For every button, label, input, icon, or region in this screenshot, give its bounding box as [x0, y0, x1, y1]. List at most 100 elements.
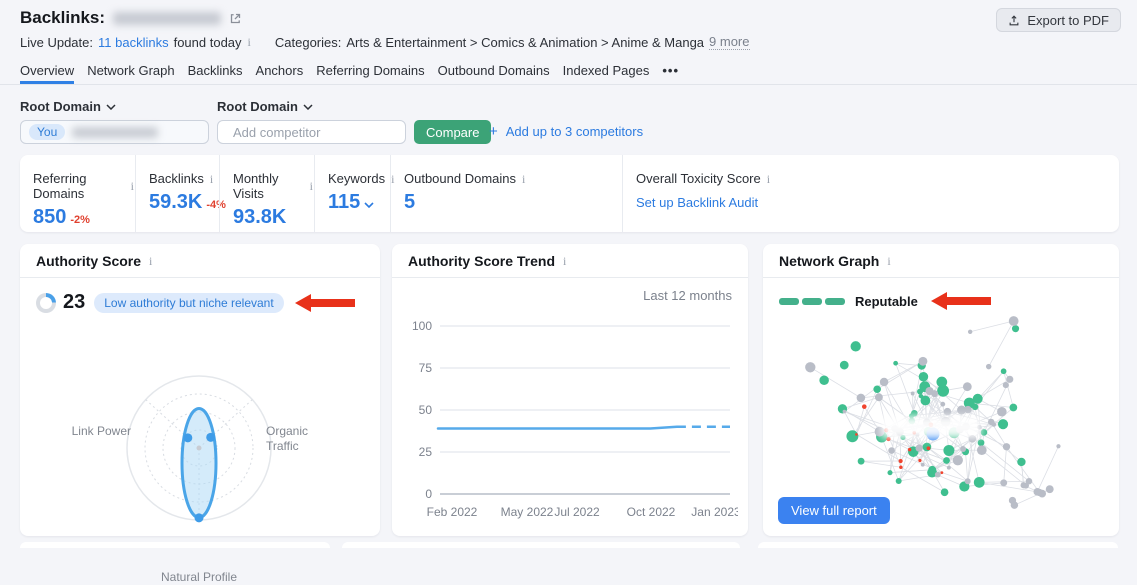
- radar-axis-natural-profile: Natural Profile: [119, 570, 279, 585]
- tab-outbound-domains[interactable]: Outbound Domains: [438, 63, 550, 84]
- root-domain-dropdown-you[interactable]: Root Domain: [20, 99, 116, 114]
- x-tick: Oct 2022: [627, 505, 676, 519]
- reputation-label: Reputable: [855, 294, 918, 309]
- metric-value: 5: [404, 191, 415, 214]
- plus-icon: +: [489, 124, 498, 139]
- authority-score-card: Authority Score i 23 Low authority but n…: [20, 244, 380, 536]
- categories-label: Categories:: [275, 35, 341, 50]
- add-competitors-link[interactable]: + Add up to 3 competitors: [489, 124, 643, 139]
- info-icon[interactable]: i: [521, 173, 526, 185]
- y-tick: 75: [419, 361, 433, 375]
- trend-range-label: Last 12 months: [643, 288, 732, 303]
- card-title: Authority Score Trend: [408, 253, 555, 269]
- live-update-row: Live Update: 11 backlinks found today i …: [20, 34, 750, 50]
- tab-indexed-pages[interactable]: Indexed Pages: [563, 63, 650, 84]
- add-competitor-input[interactable]: [217, 120, 406, 144]
- metric-label: Overall Toxicity Score: [636, 171, 761, 186]
- authority-score-trend-card: Authority Score Trend i Last 12 months 1…: [392, 244, 748, 536]
- x-tick: May 2022: [501, 505, 554, 519]
- categories-row: Categories: Arts & Entertainment > Comic…: [275, 34, 750, 50]
- info-icon[interactable]: i: [766, 173, 771, 185]
- next-row-card-peek: [758, 542, 1118, 548]
- metric-label: Outbound Domains: [404, 171, 516, 186]
- categories-more-link[interactable]: 9 more: [709, 34, 749, 50]
- tab-referring-domains[interactable]: Referring Domains: [316, 63, 424, 84]
- network-graph-card: Network Graph i Reputable View full repo…: [763, 244, 1119, 536]
- radar-axis-link-power: Link Power: [60, 424, 131, 439]
- root-domain-label: Root Domain: [20, 99, 101, 114]
- competitor-text-field[interactable]: [233, 125, 409, 140]
- live-update-label: Live Update:: [20, 35, 93, 50]
- card-title: Authority Score: [36, 253, 141, 269]
- live-update-info-icon[interactable]: i: [247, 36, 252, 48]
- y-tick: 25: [419, 445, 433, 459]
- metric-label: Monthly Visits: [233, 171, 304, 201]
- card-title: Network Graph: [779, 253, 879, 269]
- annotation-arrow-left-icon: [295, 294, 355, 312]
- radar-chart-svg: [36, 366, 364, 546]
- metric-value: 59.3K: [149, 191, 202, 214]
- view-full-report-button[interactable]: View full report: [778, 497, 890, 524]
- metrics-summary-bar: Referring Domains i 850 -2% Backlinks i 59.…: [20, 155, 1119, 232]
- info-icon[interactable]: i: [886, 255, 891, 267]
- x-tick: Feb 2022: [427, 505, 478, 519]
- page-title: Backlinks:: [20, 8, 105, 28]
- y-tick: 100: [412, 319, 432, 333]
- info-icon[interactable]: i: [562, 255, 567, 267]
- backlinks-found-link[interactable]: 11 backlinks: [98, 35, 169, 50]
- trend-line-solid: [438, 427, 677, 429]
- trend-line-chart: 100 75 50 25 0 Feb 2022 May 2022 Jul 202…: [408, 312, 738, 524]
- y-tick: 50: [419, 403, 433, 417]
- metric-label: Referring Domains: [33, 171, 125, 201]
- authority-score-value: 23: [63, 291, 85, 314]
- metric-label: Keywords: [328, 171, 385, 186]
- export-icon: [1008, 14, 1020, 27]
- export-to-pdf-button[interactable]: Export to PDF: [996, 8, 1121, 32]
- export-button-label: Export to PDF: [1027, 13, 1109, 28]
- you-domain-input[interactable]: You: [20, 120, 209, 144]
- report-tabs: Overview Network Graph Backlinks Anchors…: [0, 63, 1137, 85]
- tab-overview[interactable]: Overview: [20, 63, 74, 84]
- y-tick: 0: [425, 487, 432, 501]
- metric-value: 93.8K: [233, 206, 286, 229]
- setup-backlink-audit-link[interactable]: Set up Backlink Audit: [636, 195, 758, 210]
- metric-delta: -2%: [70, 214, 90, 226]
- chevron-down-icon: [303, 104, 313, 110]
- redacted-center-label: [881, 416, 981, 438]
- x-tick: Jul 2022: [554, 505, 600, 519]
- metric-toxicity-score: Overall Toxicity Score i Set up Backlink …: [622, 155, 1119, 232]
- next-row-card-peek: [20, 542, 330, 548]
- info-icon[interactable]: i: [209, 173, 214, 185]
- radar-axis-organic-traffic: Organic Traffic: [266, 424, 326, 454]
- reputation-segment: [825, 298, 845, 305]
- root-domain-dropdown-competitor[interactable]: Root Domain: [217, 99, 313, 114]
- authority-score-donut-icon: [36, 293, 56, 313]
- page-header: Backlinks:: [20, 8, 242, 28]
- reputation-segment: [779, 298, 799, 305]
- chevron-down-icon: [364, 202, 374, 208]
- keywords-dropdown[interactable]: 115: [328, 191, 390, 214]
- metric-label: Backlinks: [149, 171, 204, 186]
- root-domain-label: Root Domain: [217, 99, 298, 114]
- redacted-domain: [72, 127, 158, 138]
- reputation-segment: [802, 298, 822, 305]
- info-icon[interactable]: i: [148, 255, 153, 267]
- metric-value: 850: [33, 206, 66, 229]
- chevron-down-icon: [106, 104, 116, 110]
- compare-button[interactable]: Compare: [414, 120, 491, 144]
- metric-outbound-domains: Outbound Domains i 5: [390, 155, 622, 232]
- found-today-text: found today: [174, 35, 242, 50]
- tab-network-graph[interactable]: Network Graph: [87, 63, 174, 84]
- external-link-icon[interactable]: [229, 12, 242, 25]
- tab-backlinks[interactable]: Backlinks: [188, 63, 243, 84]
- tab-anchors[interactable]: Anchors: [256, 63, 304, 84]
- authority-score-badge: Low authority but niche relevant: [94, 293, 283, 313]
- you-chip: You: [29, 124, 65, 140]
- redacted-domain: [113, 12, 221, 25]
- metric-value: 115: [328, 191, 360, 214]
- x-tick: Jan 2023: [691, 505, 738, 519]
- tabs-more-icon[interactable]: •••: [662, 63, 679, 84]
